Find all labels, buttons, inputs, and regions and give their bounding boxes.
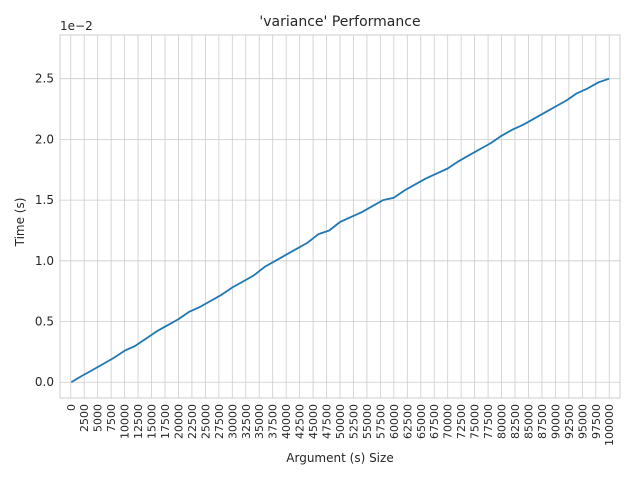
series-line <box>70 77 610 383</box>
chart-title: 'variance' Performance <box>259 14 420 30</box>
x-tick-label: 87500 <box>536 404 549 439</box>
plot-frame <box>59 34 621 399</box>
x-tick-label: 97500 <box>590 404 603 439</box>
y-tick-label: 1.0 <box>35 254 54 268</box>
x-tick-label: 77500 <box>482 404 495 439</box>
x-tick-label: 2500 <box>78 404 91 432</box>
x-tick-label: 65000 <box>415 404 428 439</box>
x-tick-label: 80000 <box>496 404 509 439</box>
x-tick-label: 45000 <box>307 404 320 439</box>
x-tick-label: 15000 <box>146 404 159 439</box>
x-tick-label: 60000 <box>388 404 401 439</box>
x-gridlines <box>70 35 610 398</box>
y-gridlines <box>60 78 620 383</box>
x-tick-label: 40000 <box>280 404 293 439</box>
x-tick-label: 67500 <box>428 404 441 439</box>
x-tick-label: 7500 <box>105 404 118 432</box>
x-tick-label: 55000 <box>361 404 374 439</box>
x-tick-label: 30000 <box>226 404 239 439</box>
y-offset-label: 1e−2 <box>60 19 93 33</box>
x-tick-label: 72500 <box>455 404 468 439</box>
x-tick-label: 35000 <box>253 404 266 439</box>
x-tick-label: 85000 <box>522 404 535 439</box>
x-tick-label: 82500 <box>509 404 522 439</box>
x-tick-label: 52500 <box>347 404 360 439</box>
y-tick-label: 2.0 <box>35 132 54 146</box>
x-tick-label: 50000 <box>334 404 347 439</box>
x-tick-label: 47500 <box>321 404 334 439</box>
y-tick-label: 1.5 <box>35 193 54 207</box>
x-tick-label: 17500 <box>159 404 172 439</box>
x-tick-label: 70000 <box>442 404 455 439</box>
x-axis-label: Argument (s) Size <box>286 451 393 465</box>
y-tick-label: 0.5 <box>35 315 54 329</box>
x-tick-labels: 0 2500 5000 7500 10000 12500 15000 17500 20000 22… <box>65 404 616 446</box>
x-tick-label: 20000 <box>172 404 185 439</box>
x-tick-label: 37500 <box>267 404 280 439</box>
x-tick-label: 27500 <box>213 404 226 439</box>
y-tick-label: 2.5 <box>35 72 54 86</box>
x-tick-label: 32500 <box>240 404 253 439</box>
x-tick-label: 100000 <box>603 404 616 446</box>
x-tick-label: 12500 <box>132 404 145 439</box>
y-tick-labels: 0.0 0.5 1.0 1.5 2.0 2.5 <box>35 72 54 390</box>
x-tick-label: 57500 <box>374 404 387 439</box>
x-tick-label: 92500 <box>563 404 576 439</box>
x-tick-label: 5000 <box>92 404 105 432</box>
x-tick-label: 25000 <box>199 404 212 439</box>
x-tick-label: 95000 <box>576 404 589 439</box>
x-tick-label: 0 <box>65 404 78 411</box>
x-tick-label: 10000 <box>119 404 132 439</box>
x-tick-label: 75000 <box>469 404 482 439</box>
y-axis-label: Time (s) <box>13 198 27 248</box>
x-tick-label: 90000 <box>549 404 562 439</box>
x-tick-label: 42500 <box>294 404 307 439</box>
x-tick-label: 62500 <box>401 404 414 439</box>
y-tick-label: 0.0 <box>35 375 54 389</box>
x-tick-label: 22500 <box>186 404 199 439</box>
